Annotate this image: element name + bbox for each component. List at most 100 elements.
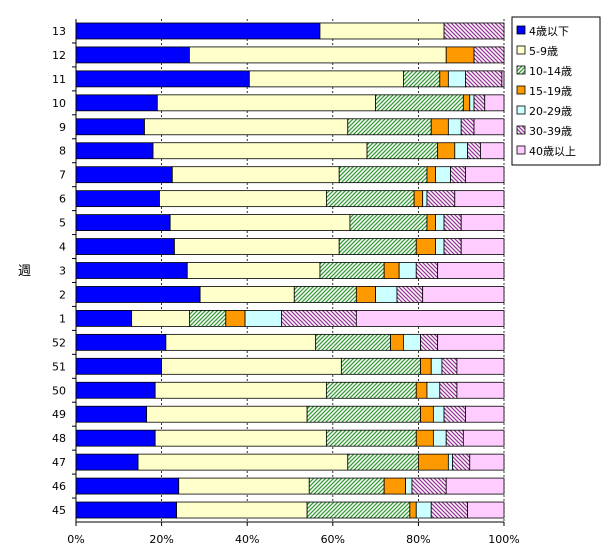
y-tick-label: 52 [52,336,66,349]
bar-segment-10-s3 [462,94,471,112]
bar-segment-1-s3 [225,310,246,327]
legend-swatch [516,65,526,75]
bar-segment-3-s0 [75,262,188,279]
y-tick-label: 12 [52,49,66,62]
y-tick-label: 4 [59,241,66,254]
bar-segment-45-s3 [409,501,417,519]
bar-segment-2-s3 [355,286,376,303]
bar-segment-4-s2 [338,238,417,255]
bar-segment-10-s4 [469,94,475,112]
bar-segment-5-s5 [443,214,462,231]
bar-segment-49-s4 [432,405,445,423]
bar-segment-1-s2 [189,310,227,327]
bar-segment-3-s1 [186,262,321,279]
y-tick-label: 5 [59,217,66,230]
bar-segment-2-s2 [293,286,357,303]
bar-segment-52-s1 [165,333,317,351]
legend-label: 40歳以上 [529,145,576,158]
y-tick-label: 48 [52,432,66,445]
bar-segment-47-s2 [347,453,419,471]
bar-segment-7-s4 [435,166,451,184]
bar-segment-45-s4 [415,501,432,519]
bar-segment-3-s3 [383,262,400,279]
legend-label: 10-14歳 [529,65,572,78]
bar-segment-51-s6 [456,357,505,375]
legend-box [511,16,601,166]
y-tick-label: 46 [52,480,66,493]
bar-segment-4-s4 [435,238,445,255]
bar-segment-49-s0 [75,405,148,423]
bar-segment-46-s1 [178,477,310,495]
bar-segment-10-s5 [473,94,486,112]
bar-segment-4-s1 [174,238,340,255]
bar-segment-10-s2 [375,94,464,112]
legend: 4歳以下 5-9歳 10-14歳 15-19歳 20-29歳 30-39歳 40歳以上 [511,16,601,166]
bar-segment-1-s4 [244,310,282,327]
bar-segment-47-s3 [417,453,449,471]
y-tick-label: 8 [59,145,66,158]
bar-segment-2-s4 [375,286,398,303]
bar-segment-11-s4 [447,70,466,88]
bar-segment-49-s5 [443,405,466,423]
bar-segment-13-s1 [319,22,445,40]
bar-segment-5-s0 [75,214,171,231]
bar-segment-8-s0 [75,142,154,160]
x-tick-label: 80% [406,533,430,546]
bar-segment-6-s6 [454,190,505,208]
legend-swatch [516,25,526,35]
bar-segment-11-s2 [403,70,441,88]
y-tick-label: 6 [59,193,66,206]
bar-segment-12-s3 [445,46,475,64]
legend-label: 20-29歳 [529,105,572,118]
bar-segment-7-s0 [75,166,173,184]
y-tick-label: 45 [52,504,66,517]
bar-segment-4-s6 [460,238,505,255]
y-tick-label: 10 [52,97,66,110]
legend-label: 30-39歳 [529,125,572,138]
bar-segment-52-s3 [390,333,404,351]
bar-segment-4-s5 [443,238,462,255]
legend-swatch [516,105,526,115]
bar-segment-7-s3 [426,166,436,184]
legend-label: 4歳以下 [529,25,569,38]
bar-segment-11-s6 [501,70,505,88]
bar-segment-6-s5 [426,190,456,208]
bar-segment-8-s4 [454,142,469,160]
bar-segment-50-s5 [439,381,458,399]
y-tick-label: 2 [59,288,66,301]
bar-segment-47-s4 [447,453,454,471]
y-tick-label: 50 [52,384,66,397]
y-tick-label: 9 [59,121,66,134]
bar-segment-1-s0 [75,310,133,327]
bar-segment-8-s3 [437,142,456,160]
bar-segment-46-s5 [411,477,447,495]
bar-segment-2-s1 [199,286,295,303]
bar-segment-47-s6 [469,453,505,471]
x-tick-label: 60% [321,533,345,546]
bar-segment-9-s1 [144,118,349,136]
bar-segment-50-s3 [415,381,428,399]
x-tick-label: 100% [488,533,519,546]
bar-segment-45-s5 [430,501,469,519]
bar-segment-7-s2 [338,166,428,184]
bar-segment-5-s6 [460,214,505,231]
bar-segment-49-s2 [306,405,421,423]
bar-segment-6-s4 [422,190,428,208]
bar-segment-48-s6 [462,429,505,447]
bar-segment-46-s0 [75,477,180,495]
y-tick-label: 3 [59,265,66,278]
y-tick-label: 7 [59,169,66,182]
bar-segment-48-s1 [154,429,327,447]
bar-segment-4-s0 [75,238,175,255]
bar-segment-46-s6 [445,477,505,495]
x-tick-label: 20% [149,533,173,546]
bar-segment-49-s3 [420,405,434,423]
bar-segment-3-s2 [319,262,385,279]
bar-segment-13-s0 [75,22,321,40]
bar-segment-8-s2 [366,142,439,160]
bar-segment-46-s2 [308,477,385,495]
bar-segment-8-s6 [480,142,505,160]
bar-segment-45-s6 [467,501,505,519]
bar-segment-12-s0 [75,46,190,64]
